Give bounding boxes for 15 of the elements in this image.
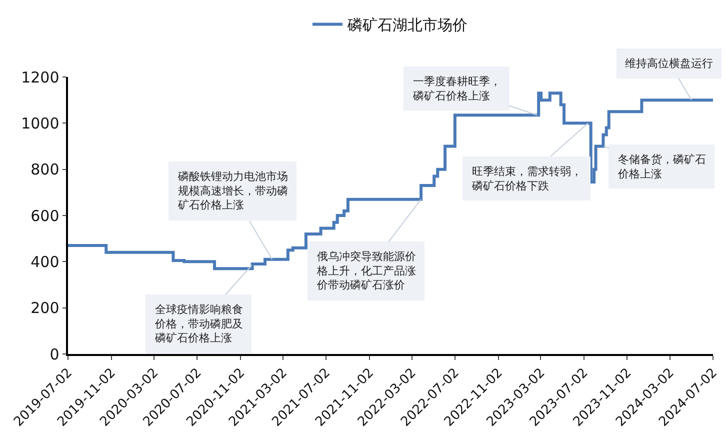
- annotation: 磷酸铁锂动力电池市场规模高速增长，带动磷矿石价格上涨: [177, 170, 288, 212]
- y-tick-label: 400: [30, 252, 60, 271]
- annotation: 旺季结束，需求转弱，磷矿石价格下跌: [471, 165, 582, 192]
- y-tick-label: 1200: [21, 68, 60, 86]
- annotation: 维持高位横盘运行: [625, 57, 713, 70]
- y-tick-label: 1000: [21, 114, 60, 132]
- y-tick-label: 800: [30, 160, 60, 179]
- y-tick-label: 600: [30, 206, 60, 225]
- annotation: 冬储备货，磷矿石价格上涨: [617, 153, 706, 180]
- annotation: 一季度春耕旺季，磷矿石价格上涨: [412, 75, 501, 102]
- y-tick-label: 200: [30, 299, 60, 318]
- annotation: 全球疫情影响粮食价格，带动磷肥及磷矿石价格上涨: [154, 303, 243, 345]
- annotation: 俄乌冲突导致能源价格上升，化工产品涨价带动磷矿石涨价: [316, 250, 416, 292]
- legend-label: 磷矿石湖北市场价: [346, 16, 468, 34]
- y-tick-label: 0: [50, 345, 60, 364]
